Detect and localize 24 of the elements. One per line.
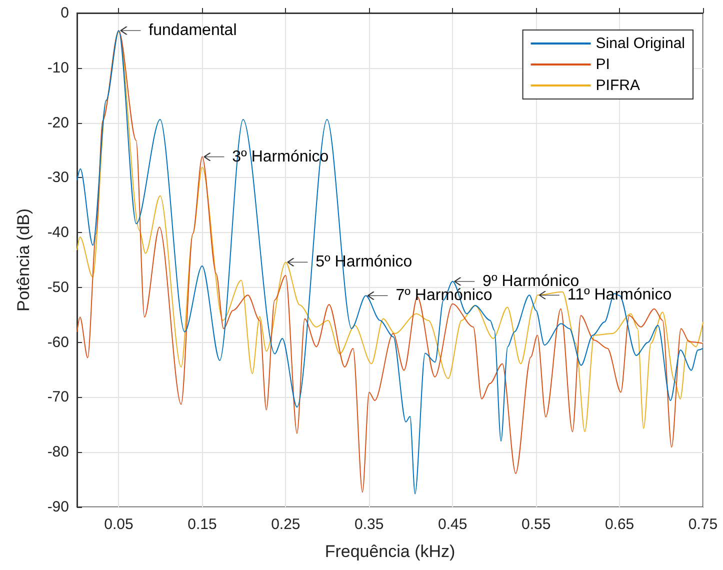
y-tick-label: -10 xyxy=(47,59,69,76)
x-tick-label: 0.75 xyxy=(688,516,718,533)
y-tick-label: -30 xyxy=(47,169,69,186)
x-tick-label: 0.35 xyxy=(354,516,384,533)
x-tick-label: 0.55 xyxy=(521,516,551,533)
legend-label: PIFRA xyxy=(596,77,640,94)
x-tick-label: 0.65 xyxy=(604,516,634,533)
legend-label: PI xyxy=(596,56,610,73)
y-tick-label: -70 xyxy=(47,388,69,406)
annotation: fundamental xyxy=(148,22,237,40)
y-axis-title: Potência (dB) xyxy=(14,208,33,312)
x-axis-title: Frequência (kHz) xyxy=(324,542,456,561)
x-tick-label: 0.25 xyxy=(271,516,300,533)
y-tick-label: -60 xyxy=(47,334,69,351)
y-tick-label: -80 xyxy=(47,444,69,461)
x-tick-label: 0.45 xyxy=(438,516,468,533)
y-tick-label: -50 xyxy=(47,278,69,296)
y-tick-label: -40 xyxy=(47,224,69,242)
x-tick-label: 0.15 xyxy=(188,516,217,533)
y-tick-label: -20 xyxy=(47,114,69,132)
y-tick-label: 0 xyxy=(60,4,69,22)
y-tick-label: -90 xyxy=(47,498,69,516)
legend-label: Sinal Original xyxy=(596,35,686,52)
x-tick-label: 0.05 xyxy=(104,516,134,533)
